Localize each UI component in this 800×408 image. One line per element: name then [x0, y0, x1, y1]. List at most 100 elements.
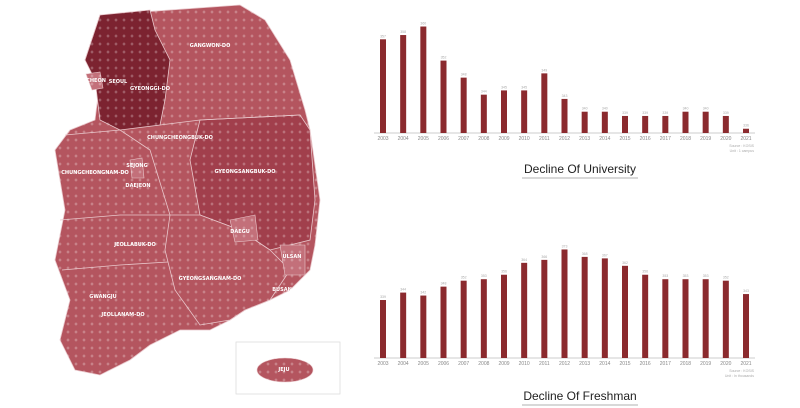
data-label: 367 — [602, 253, 608, 257]
x-tick-label: 2012 — [559, 136, 570, 142]
x-tick-label: 2021 — [740, 361, 751, 367]
x-tick-label: 2013 — [579, 136, 590, 142]
dot-pattern — [86, 72, 103, 90]
data-label: 360 — [420, 22, 426, 26]
chart-title: Decline Of University — [524, 162, 636, 176]
region-label: GYEONGSANGNAM-DO — [179, 276, 242, 282]
dot-pattern — [230, 215, 258, 242]
data-label: 343 — [743, 289, 749, 293]
bar — [541, 259, 548, 358]
bar — [702, 111, 709, 133]
region-border — [59, 214, 170, 221]
bar — [521, 90, 528, 133]
x-tick-label: 2009 — [498, 361, 509, 367]
bar — [380, 39, 386, 133]
bar — [662, 115, 669, 133]
data-label: 339 — [723, 111, 729, 115]
x-tick-label: 2008 — [478, 136, 489, 142]
x-tick-label: 2006 — [438, 136, 449, 142]
bar — [380, 300, 386, 358]
data-label: 339 — [642, 111, 648, 115]
data-label: 348 — [461, 73, 467, 77]
data-label: 362 — [622, 261, 628, 265]
x-tick-label: 2018 — [680, 361, 691, 367]
x-tick-label: 2018 — [680, 136, 691, 142]
data-label: 352 — [461, 276, 467, 280]
data-label: 352 — [723, 276, 729, 280]
data-label: 356 — [501, 270, 507, 274]
x-tick-label: 2017 — [660, 361, 671, 367]
dot-pattern — [257, 358, 313, 382]
data-label: 353 — [481, 274, 487, 278]
bar — [480, 279, 487, 358]
university-chart: 357 2003 358 2004 360 2005 352 2006 348 2007 344 20… — [374, 22, 755, 179]
region-label: BUSAN — [272, 287, 292, 293]
bar — [521, 262, 528, 358]
x-tick-label: 2014 — [599, 361, 610, 367]
data-label: 339 — [622, 111, 628, 115]
data-label: 336 — [743, 124, 749, 128]
data-label: 339 — [662, 111, 668, 115]
data-label: 353 — [703, 274, 709, 278]
region-label: JEOLLANAM-DO — [100, 312, 144, 318]
region-label: GANGWON-DO — [190, 43, 231, 49]
bar — [682, 111, 689, 133]
bar — [702, 279, 709, 358]
region-label: SEOUL — [109, 79, 128, 85]
region-label: JEJU — [277, 367, 289, 373]
region-label: GYEONGSANGBUK-DO — [214, 169, 275, 175]
region-label: DAEJEON — [125, 183, 150, 189]
data-label: 368 — [582, 252, 588, 256]
data-label: 340 — [683, 107, 689, 111]
x-tick-label: 2004 — [398, 136, 409, 142]
bar — [642, 115, 649, 133]
bar — [642, 274, 649, 358]
bar — [541, 73, 548, 133]
jeju-inset-box — [235, 341, 341, 395]
x-tick-label: 2015 — [619, 136, 630, 142]
region-label: GYEONGGI-DO — [130, 86, 170, 92]
x-tick-label: 2005 — [418, 361, 429, 367]
bar — [440, 60, 447, 134]
x-tick-label: 2013 — [579, 361, 590, 367]
bar — [722, 280, 729, 358]
data-label: 342 — [420, 291, 426, 295]
bar — [420, 26, 427, 134]
x-tick-label: 2006 — [438, 361, 449, 367]
x-tick-label: 2020 — [720, 136, 731, 142]
dot-pattern — [165, 215, 290, 325]
region-label: ULSAN — [283, 254, 302, 260]
dot-pattern — [190, 115, 315, 250]
unit-note: Unit : In thousands — [725, 374, 754, 378]
data-label: 366 — [541, 255, 547, 259]
x-tick-label: 2004 — [398, 361, 409, 367]
bar — [581, 256, 588, 358]
bar — [722, 115, 729, 133]
bar — [743, 128, 749, 133]
bar — [501, 274, 507, 358]
bar — [460, 77, 467, 133]
data-label: 343 — [562, 94, 568, 98]
data-label: 353 — [683, 274, 689, 278]
bar — [662, 279, 669, 358]
bar — [581, 111, 588, 133]
data-label: 345 — [521, 85, 527, 89]
x-tick-label: 2015 — [619, 361, 630, 367]
region-label: INCHEON — [80, 78, 106, 84]
bar — [743, 294, 749, 358]
data-label: 373 — [562, 244, 568, 248]
region-label: JEOLLABUK-DO — [113, 242, 156, 248]
data-label: 344 — [481, 90, 487, 94]
data-label: 340 — [703, 107, 709, 111]
region-label: CHUNGCHEONGBUK-DO — [147, 135, 213, 141]
data-label: 339 — [380, 295, 386, 299]
x-tick-label: 2010 — [519, 361, 530, 367]
bar — [440, 286, 447, 358]
bar — [601, 111, 608, 133]
x-tick-label: 2010 — [519, 136, 530, 142]
bar — [400, 35, 407, 134]
x-tick-label: 2014 — [599, 136, 610, 142]
x-tick-label: 2003 — [377, 136, 388, 142]
